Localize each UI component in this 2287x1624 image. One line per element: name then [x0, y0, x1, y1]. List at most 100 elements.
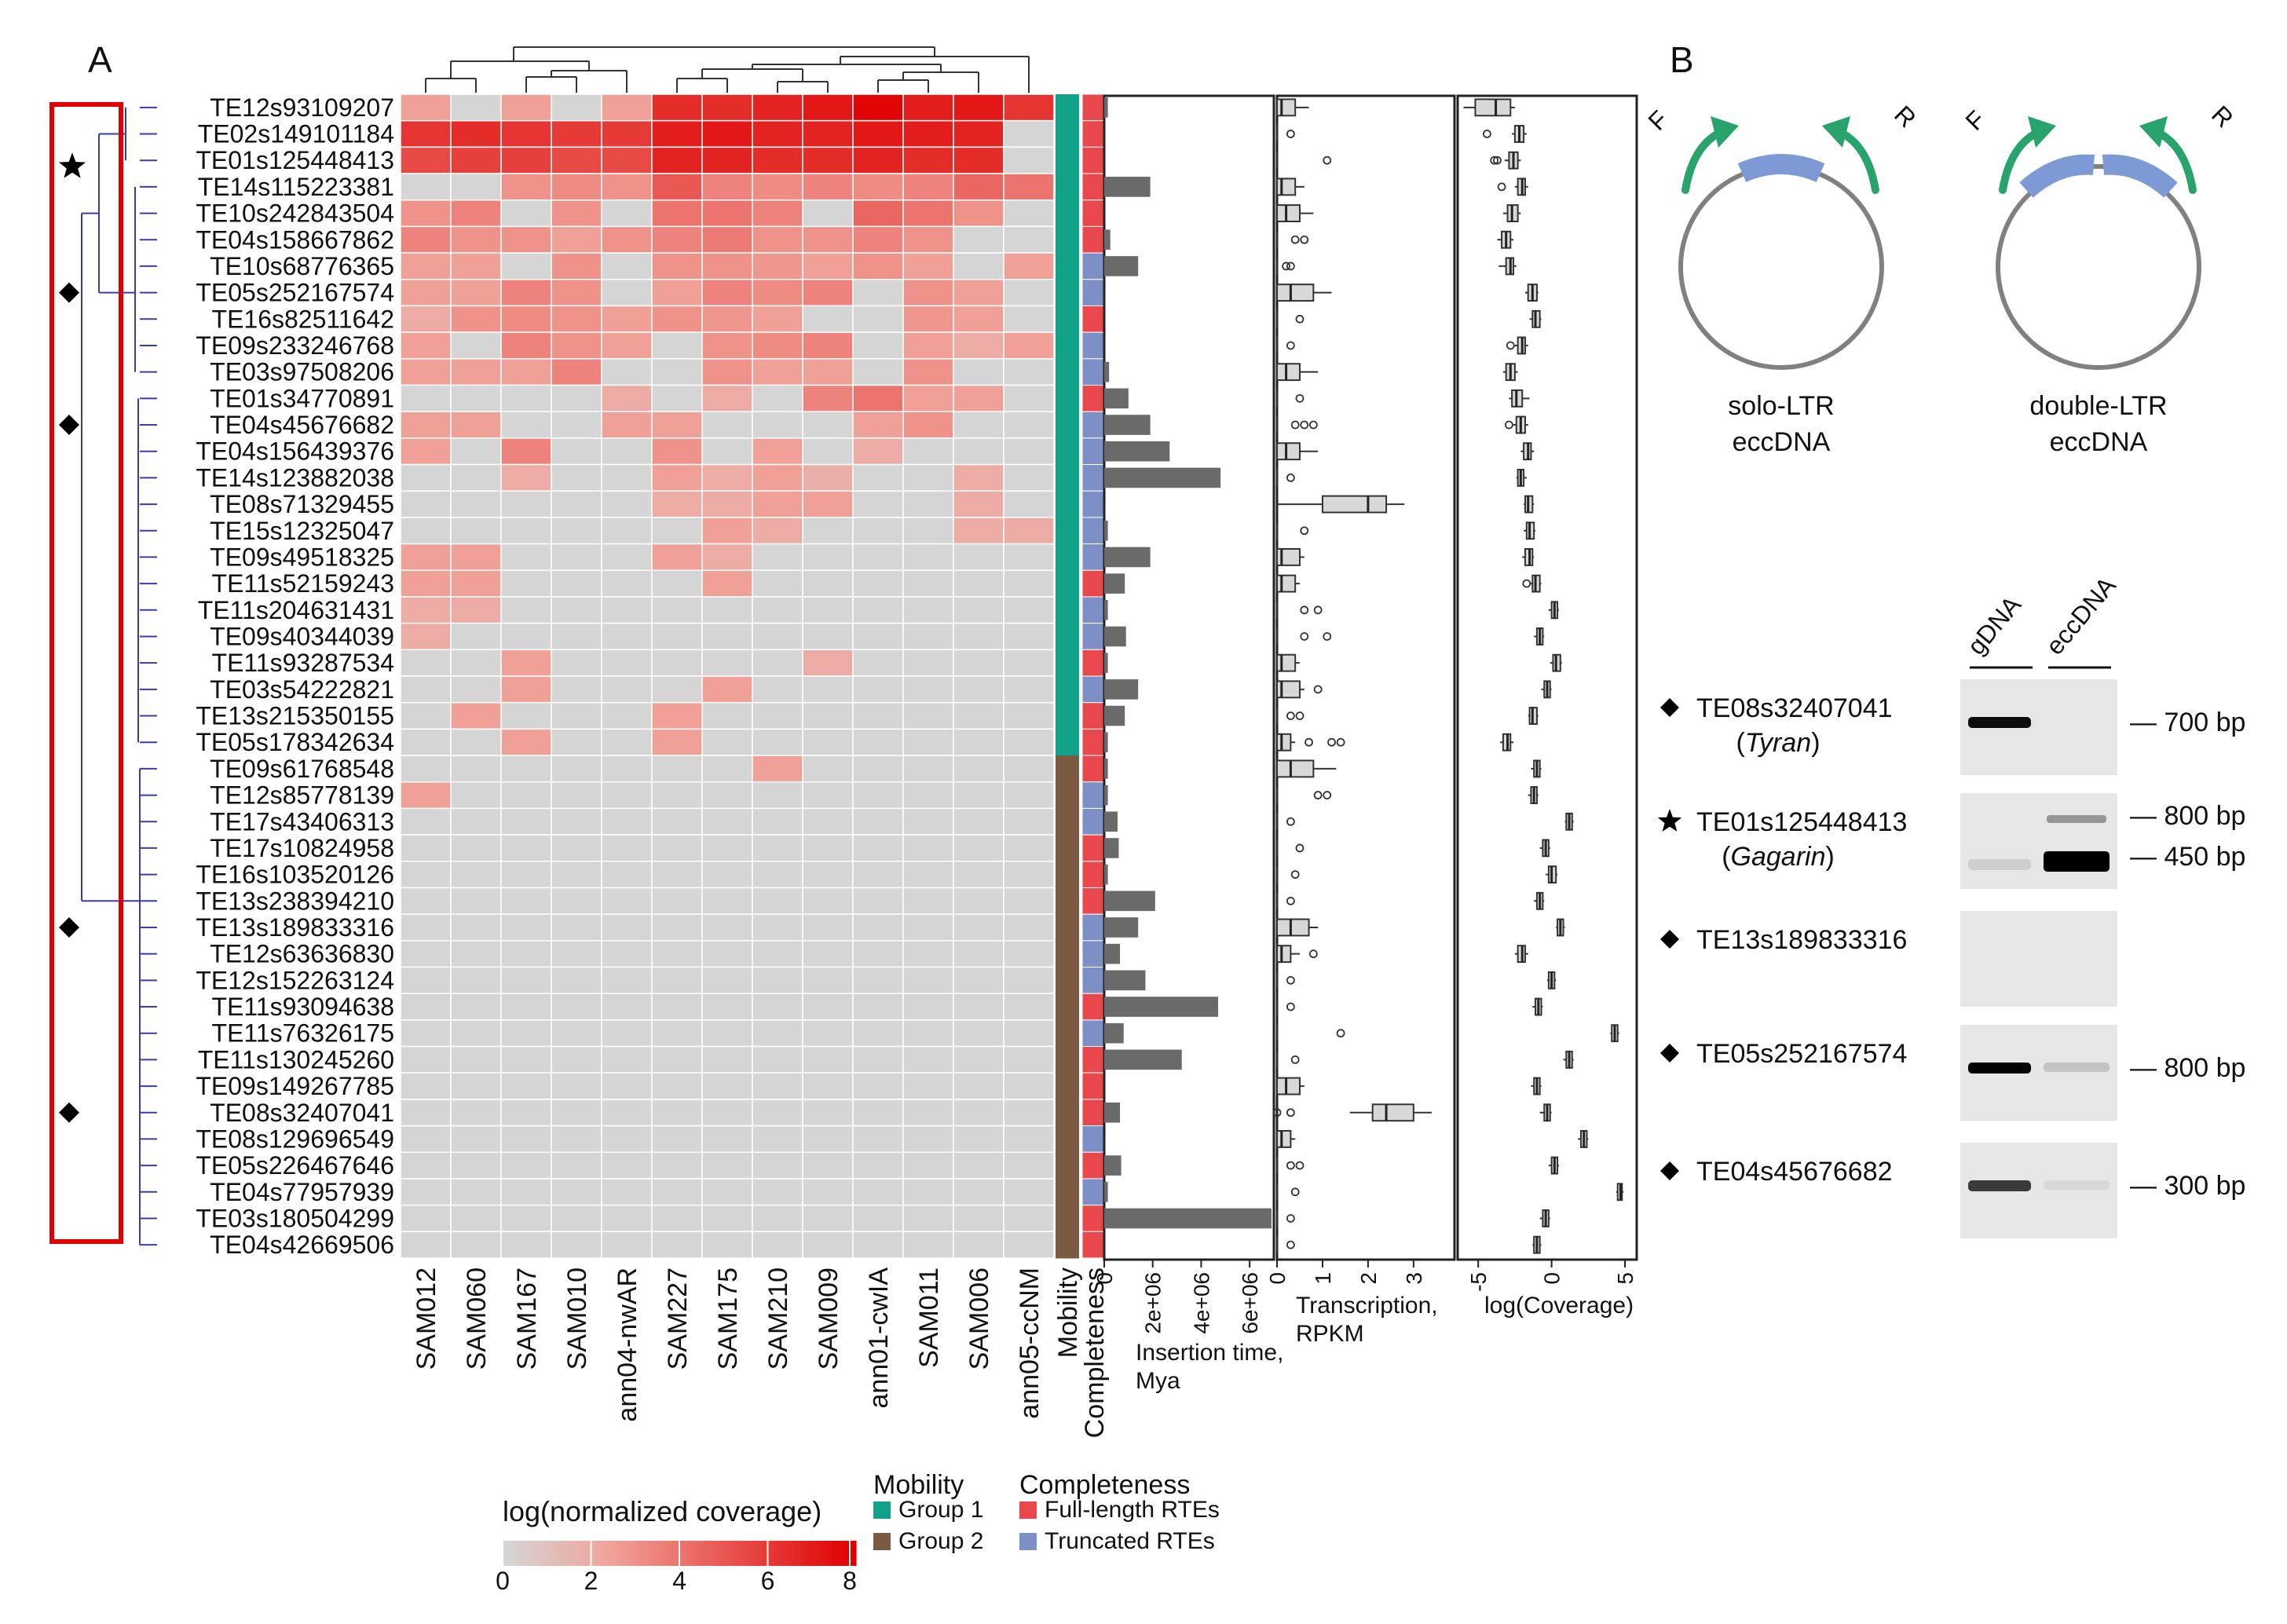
completeness-cell	[1081, 358, 1107, 386]
colorbar-segment	[797, 1541, 802, 1566]
row-label: TE05s226467646	[196, 1151, 394, 1180]
insertion-bar	[1104, 705, 1125, 726]
colorbar-segment	[691, 1541, 696, 1566]
colorbar-segment	[632, 1541, 637, 1566]
box-outlier	[1497, 182, 1506, 192]
heatmap-cell	[551, 119, 602, 148]
heatmap-cell	[400, 1099, 452, 1127]
heatmap-cell	[400, 305, 452, 333]
completeness-cell	[1081, 913, 1107, 942]
colorbar-segment	[530, 1541, 535, 1566]
heatmap-cell	[601, 861, 653, 889]
box-body	[1474, 98, 1512, 117]
heatmap-cell	[802, 173, 854, 201]
box-outlier	[1336, 1029, 1345, 1038]
box-outlier	[1300, 605, 1309, 615]
heatmap-cell	[450, 1125, 502, 1154]
mobility-cell	[1056, 1231, 1079, 1259]
legend: log(normalized coverage)0 2 4 6 8MobilityGro…	[496, 1470, 1220, 1595]
heatmap-cell	[701, 252, 753, 280]
insertion-bar	[1104, 917, 1139, 938]
colorbar-segment	[565, 1541, 570, 1566]
completeness-cell	[1081, 675, 1107, 704]
heatmap-cell	[551, 490, 602, 518]
heatmap-cell	[953, 119, 1004, 148]
column-labels: SAM012 SAM060 SAM167 SAM010 ann04-nwAR SAM227…	[412, 1267, 1110, 1439]
column-label: SAM167	[512, 1267, 542, 1370]
annotation-columns	[1056, 93, 1107, 1259]
gel-band	[1968, 859, 2031, 870]
mobility-legend-swatch	[873, 1533, 891, 1550]
gel-row-name: TE13s189833316	[1696, 925, 1907, 955]
row-label: TE11s204631431	[198, 596, 394, 624]
completeness-legend-swatch	[1019, 1533, 1037, 1550]
heatmap-cell	[500, 1099, 552, 1127]
heatmap-cell	[902, 1151, 954, 1180]
heatmap-cell	[601, 93, 653, 122]
colorbar-segment	[695, 1541, 700, 1566]
heatmap-cell	[752, 728, 803, 756]
heatmap-cell	[601, 1151, 653, 1180]
heatmap-cell	[551, 1178, 602, 1206]
heatmap-cell	[902, 384, 954, 412]
box-outlier	[1286, 473, 1295, 482]
heatmap-cell	[902, 834, 954, 862]
completeness-cell	[1081, 279, 1107, 306]
heatmap-cell	[450, 1204, 502, 1233]
heatmap-cell	[551, 1125, 602, 1154]
heatmap-cell	[551, 1231, 602, 1259]
colorbar-segment	[832, 1541, 837, 1566]
box-outlier	[1313, 605, 1323, 615]
highlight-box	[49, 102, 123, 1244]
gel-band	[2044, 1063, 2110, 1072]
completeness-cell	[1081, 569, 1107, 598]
transcription-panel: 0 1 2 3 Transcription,RPKM	[1265, 94, 1456, 1347]
heatmap-cell	[852, 966, 904, 994]
heatmap-cell	[551, 728, 602, 756]
row-markers	[58, 152, 86, 1123]
axis-tick-label: 3	[1402, 1272, 1426, 1285]
heatmap-cell	[802, 781, 854, 810]
heatmap-cell	[500, 199, 552, 228]
primer-f-label: F	[1960, 105, 1990, 136]
heatmap-cell	[953, 384, 1004, 412]
colorbar-segment	[577, 1541, 582, 1566]
insertion-bar	[1104, 415, 1151, 435]
heatmap-cell	[651, 1231, 703, 1259]
heatmap-cell	[953, 225, 1004, 254]
heatmap-cell	[802, 649, 854, 677]
axis-tick-label: 1	[1311, 1272, 1335, 1285]
heatmap-cell	[902, 437, 954, 466]
heatmap-cell	[852, 1045, 904, 1074]
mobility-cell	[1056, 174, 1079, 201]
heatmap-cell	[551, 993, 602, 1021]
axis-tick-label: 0	[1265, 1272, 1290, 1285]
mobility-cell	[1056, 570, 1079, 598]
heatmap-cell	[450, 173, 502, 201]
box-outlier	[1323, 155, 1332, 165]
heatmap-cell	[902, 1125, 954, 1154]
heatmap-cell	[752, 305, 803, 333]
heatmap-cell	[651, 1151, 703, 1180]
heatmap-cell	[1003, 940, 1055, 968]
heatmap-cell	[701, 728, 753, 756]
row-label: TE08s71329455	[210, 490, 394, 518]
heatmap-cell	[500, 807, 552, 836]
heatmap-cell	[802, 331, 854, 360]
heatmap-cell	[400, 1019, 452, 1048]
heatmap-cell	[902, 173, 954, 201]
heatmap-cell	[902, 755, 954, 783]
heatmap-cell	[551, 331, 602, 360]
heatmap-cells	[400, 93, 1055, 1259]
colorbar-segment	[585, 1541, 590, 1566]
heatmap-cell	[802, 569, 854, 598]
heatmap-cell	[701, 834, 753, 862]
mobility-cell	[1056, 967, 1079, 994]
mobility-cell	[1056, 385, 1079, 412]
heatmap-cell	[902, 781, 954, 810]
heatmap-cell	[651, 1019, 703, 1048]
heatmap-cell	[802, 861, 854, 889]
heatmap-cell	[551, 861, 602, 889]
heatmap-cell	[651, 1099, 703, 1127]
